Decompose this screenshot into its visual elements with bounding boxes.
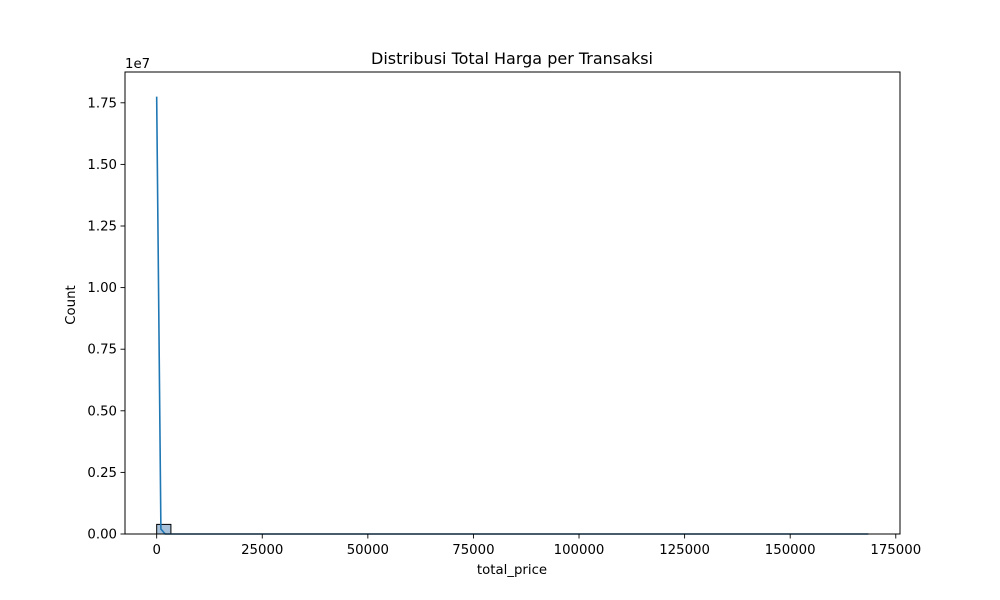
x-tick-label: 25000 [241,543,283,558]
x-tick-label: 125000 [659,543,710,558]
x-tick-label: 75000 [452,543,494,558]
y-tick-label: 1.75 [87,96,117,111]
y-axis-offset-label: 1e7 [125,57,150,72]
y-tick-label: 1.00 [87,281,117,296]
y-tick-label: 0.25 [87,466,117,481]
y-tick-label: 0.50 [87,404,117,419]
y-tick-label: 0.75 [87,343,117,358]
y-tick-label: 1.25 [87,220,117,235]
x-tick-label: 0 [152,543,160,558]
y-tick-label: 0.00 [87,528,117,543]
y-axis: 0.00 0.25 0.50 0.75 1.00 1.25 1.50 1.75 [87,96,125,543]
y-axis-label: Count [64,285,79,325]
x-tick-label: 50000 [347,543,389,558]
plot-area [124,71,901,535]
x-tick-label: 100000 [554,543,605,558]
x-axis-label: total_price [477,563,547,578]
x-tick-label: 150000 [765,543,816,558]
y-tick-label: 1.50 [87,158,117,173]
x-tick-label: 175000 [870,543,921,558]
plot-frame [124,71,901,535]
chart-title: Distribusi Total Harga per Transaksi [371,49,653,68]
x-axis: 0 25000 50000 75000 100000 125000 150000 175000 [152,534,921,558]
